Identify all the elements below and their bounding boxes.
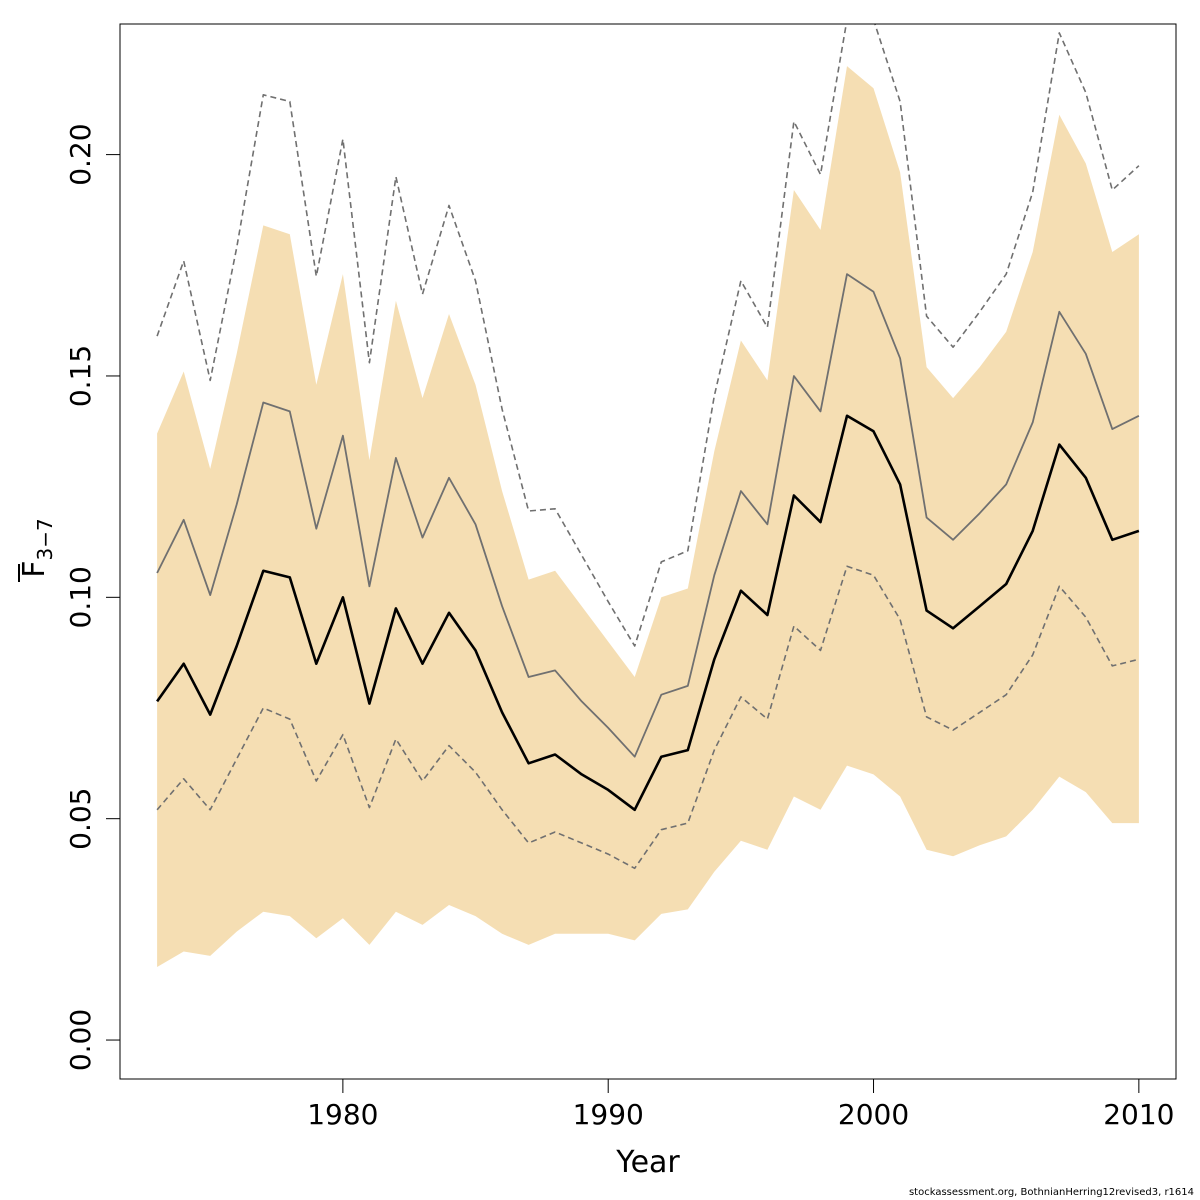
plot-frame <box>119 23 1177 1080</box>
footer-credit: stockassessment.org, BothnianHerring12re… <box>908 1187 1194 1198</box>
x-tick-label: 1980 <box>307 1098 378 1131</box>
confidence-band <box>157 66 1139 968</box>
y-tick-label: 0.00 <box>64 1009 97 1071</box>
x-axis-title: Year <box>615 1145 680 1180</box>
upper-dashed-line <box>156 24 1140 647</box>
y-axis-title-main: F <box>17 560 52 577</box>
y-axis-title: F3−7 <box>17 518 57 582</box>
y-axis-title-subscript: 3−7 <box>33 518 57 560</box>
median-line <box>156 414 1140 812</box>
plot-area <box>156 24 1140 968</box>
axes: 1980 1990 2000 2010 0.00 0.05 0.10 0.15 0.20 <box>64 23 1177 1131</box>
svg-text:F3−7: F3−7 <box>17 518 57 577</box>
x-tick-label: 2010 <box>1103 1098 1174 1131</box>
y-tick-label: 0.20 <box>64 123 97 185</box>
y-tick-label: 0.05 <box>64 788 97 850</box>
y-tick-label: 0.10 <box>64 566 97 628</box>
upper-quantile-line <box>156 273 1140 758</box>
x-tick-label: 1990 <box>573 1098 644 1131</box>
lower-dashed-line <box>156 565 1140 870</box>
y-tick-label: 0.15 <box>64 345 97 407</box>
x-tick-label: 2000 <box>838 1098 909 1131</box>
